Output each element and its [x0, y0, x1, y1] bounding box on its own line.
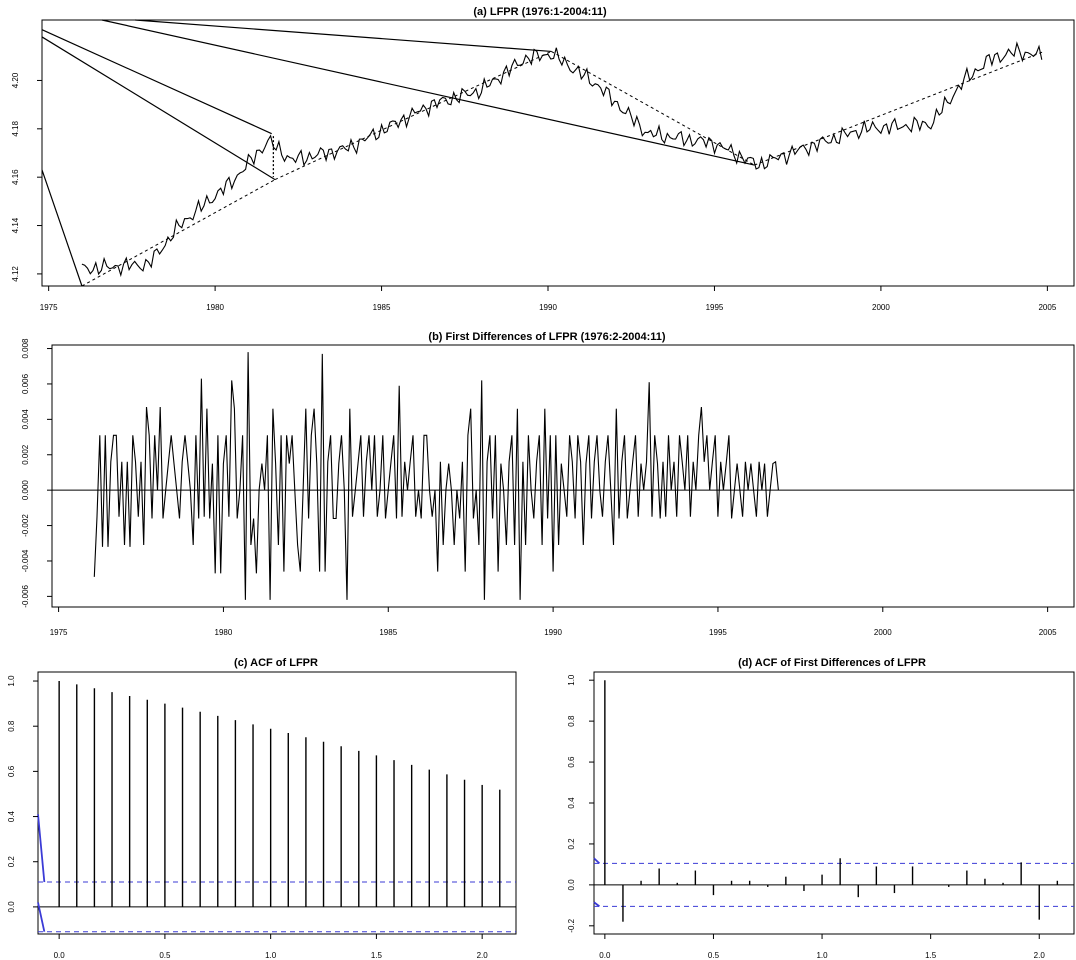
y-tick-label: 0.8 [567, 715, 576, 727]
x-tick-label: 1985 [379, 628, 397, 637]
reference-ray [41, 169, 83, 287]
y-tick-label: 0.006 [21, 373, 30, 394]
y-tick-label: -0.002 [21, 514, 30, 537]
x-tick-label: 2000 [872, 303, 890, 312]
x-tick-label: 1980 [215, 628, 233, 637]
x-tick-label: 1990 [544, 628, 562, 637]
y-tick-label: 0.4 [7, 810, 16, 822]
y-tick-label: -0.2 [567, 918, 576, 932]
y-tick-label: -0.004 [21, 549, 30, 572]
panel-d-axes: 0.0 0.5 1.0 1.5 2.0 -0.2 0.0 0.2 0.4 0.6 0.8 1.0 [567, 674, 1045, 960]
y-tick-label: 0.8 [7, 720, 16, 732]
ci-bracket-lower [37, 902, 46, 932]
y-tick-label: 1.0 [7, 675, 16, 687]
reference-ray [101, 19, 755, 166]
trend-segment [274, 50, 552, 181]
y-tick-label: 0.6 [567, 756, 576, 768]
y-tick-label: 0.0 [7, 901, 16, 913]
y-tick-label: 4.14 [11, 217, 20, 233]
panel-c-frame [37, 671, 517, 935]
y-tick-label: 0.008 [21, 338, 30, 359]
x-tick-label: 2005 [1039, 628, 1057, 637]
ci-bracket-lower [593, 901, 600, 908]
panel-a-frame [41, 19, 1075, 287]
panel-b-first-differences: (b) First Differences of LFPR (1976:2-20… [21, 331, 1075, 637]
y-tick-label: 4.16 [11, 169, 20, 185]
x-tick-label: 2000 [874, 628, 892, 637]
panel-c-acf-lfpr: (c) ACF of LFPR 0.0 0.5 1.0 1.5 2.0 0.0 0.2 0.4… [7, 657, 517, 960]
x-tick-label: 1.0 [265, 951, 277, 960]
x-tick-label: 0.0 [599, 951, 611, 960]
panel-c-marks [37, 681, 516, 933]
panel-b-axes: 1975 1980 1985 1990 1995 2000 2005 -0.006 -0.004… [21, 338, 1057, 637]
panel-d-marks [593, 680, 1074, 922]
x-tick-label: 1990 [539, 303, 557, 312]
panel-b-title: (b) First Differences of LFPR (1976:2-20… [428, 331, 666, 343]
y-tick-label: 0.004 [21, 409, 30, 430]
x-tick-label: 2.0 [477, 951, 489, 960]
x-tick-label: 1975 [50, 628, 68, 637]
panel-c-axes: 0.0 0.5 1.0 1.5 2.0 0.0 0.2 0.4 0.6 0.8 1.0 [7, 675, 488, 960]
x-tick-label: 1995 [706, 303, 724, 312]
first-diff-series-line [93, 352, 779, 600]
x-tick-label: 1995 [709, 628, 727, 637]
ci-bracket-upper [593, 857, 601, 865]
x-tick-label: 1.0 [816, 951, 828, 960]
panel-a-lfpr: (a) LFPR (1976:1-2004:11) 1975 1980 1985 19… [11, 6, 1075, 312]
x-tick-label: 1985 [373, 303, 391, 312]
panel-b-marks [52, 352, 1074, 600]
y-tick-label: 0.2 [567, 838, 576, 850]
y-tick-label: 0.000 [21, 480, 30, 501]
y-tick-label: -0.006 [21, 584, 30, 607]
panel-d-frame [593, 671, 1075, 935]
y-tick-label: 0.4 [567, 797, 576, 809]
x-tick-label: 0.5 [159, 951, 171, 960]
trend-segment [754, 50, 1045, 166]
reference-ray [135, 19, 552, 53]
y-tick-label: 1.0 [567, 674, 576, 686]
y-tick-label: 0.6 [7, 765, 16, 777]
x-tick-label: 1.5 [371, 951, 383, 960]
trend-segment [551, 51, 755, 166]
lfpr-series-line [81, 41, 1043, 278]
panel-b-frame [51, 344, 1075, 608]
x-tick-label: 1980 [206, 303, 224, 312]
y-tick-label: 4.12 [11, 266, 20, 282]
y-tick-label: 4.18 [11, 120, 20, 136]
panel-a-marks [41, 19, 1045, 287]
panel-d-title: (d) ACF of First Differences of LFPR [738, 657, 926, 669]
y-tick-label: 0.2 [7, 856, 16, 868]
x-tick-label: 0.0 [54, 951, 66, 960]
x-tick-label: 1.5 [925, 951, 937, 960]
x-tick-label: 1975 [40, 303, 58, 312]
panel-d-acf-first-differences: (d) ACF of First Differences of LFPR 0.0… [567, 657, 1075, 960]
x-tick-label: 2.0 [1034, 951, 1046, 960]
y-tick-label: 4.20 [11, 72, 20, 88]
reference-ray [41, 36, 276, 181]
y-tick-label: 0.002 [21, 444, 30, 465]
x-tick-label: 0.5 [708, 951, 720, 960]
reference-ray [41, 29, 272, 135]
y-tick-label: 0.0 [567, 879, 576, 891]
x-tick-label: 2005 [1038, 303, 1056, 312]
panel-c-title: (c) ACF of LFPR [234, 657, 318, 669]
ci-bracket-upper [37, 814, 46, 883]
panel-a-axes: 1975 1980 1985 1990 1995 2000 2005 4.12 4.14 4.16… [11, 72, 1057, 312]
trend-segment [81, 179, 276, 287]
panel-a-title: (a) LFPR (1976:1-2004:11) [473, 6, 607, 18]
